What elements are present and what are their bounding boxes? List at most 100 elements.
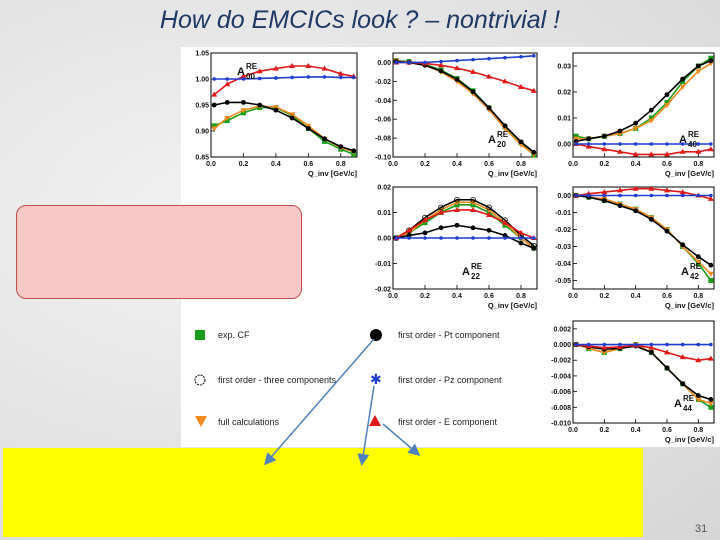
panel-a22: -0.02 -0.01 0.00 0.01 0.02 0.0 0.2 0.4 0.6 0.8 Q_i… — [363, 181, 543, 311]
data-point — [633, 193, 638, 198]
data-point — [709, 342, 713, 347]
data-point — [574, 193, 578, 198]
data-point — [649, 193, 654, 198]
data-point — [632, 126, 639, 132]
data-point — [240, 108, 247, 114]
data-point — [530, 87, 537, 93]
x-tick-label: 0.2 — [239, 161, 249, 168]
y-tick-label: 0.95 — [195, 103, 209, 110]
series-line — [576, 194, 712, 275]
y-tick-label: 0.02 — [557, 90, 571, 97]
data-point — [618, 142, 622, 146]
data-point — [224, 116, 231, 121]
legend-exp-cf: exp. CF — [218, 330, 250, 340]
data-point — [406, 233, 412, 238]
series-line — [214, 101, 354, 152]
red-triangle-icon — [369, 415, 381, 426]
series-line — [213, 65, 354, 96]
data-point — [601, 133, 607, 139]
data-point — [211, 123, 217, 129]
data-point — [585, 143, 592, 149]
series-line — [575, 343, 712, 401]
x-tick-label: 0.6 — [303, 161, 313, 168]
y-tick-label: -0.01 — [555, 210, 571, 217]
data-point — [709, 142, 713, 146]
x-tick-label: 0.8 — [693, 427, 703, 434]
data-point — [486, 105, 492, 111]
data-point — [471, 236, 475, 240]
data-point — [708, 262, 714, 268]
data-point — [664, 228, 670, 234]
data-point — [272, 65, 279, 71]
data-point — [633, 142, 638, 146]
y-tick-label: -0.008 — [551, 405, 571, 412]
data-point — [256, 68, 263, 74]
data-point — [394, 60, 398, 65]
x-tick-label: 0.8 — [336, 161, 346, 168]
data-point — [289, 112, 296, 118]
data-point — [470, 196, 476, 203]
data-point — [695, 254, 701, 260]
data-point — [696, 142, 701, 146]
data-point — [648, 344, 655, 350]
y-tick-label: 0.02 — [377, 185, 391, 192]
data-point — [438, 68, 444, 74]
panel-label-sup: RE — [688, 130, 700, 139]
y-tick-label: 0.000 — [553, 342, 571, 349]
panel-label: A — [681, 266, 689, 278]
data-point — [241, 77, 246, 81]
data-point — [224, 81, 231, 87]
data-point — [486, 227, 492, 233]
x-tick-label: 0.2 — [420, 293, 430, 300]
data-point — [708, 58, 714, 64]
panel-label: A — [462, 266, 470, 278]
data-point — [502, 219, 508, 225]
data-point — [648, 107, 654, 113]
data-point — [633, 208, 639, 214]
data-point — [454, 77, 460, 82]
data-point — [664, 103, 670, 108]
data-point — [707, 355, 714, 361]
x-tick-label: 0.6 — [662, 161, 672, 168]
data-point — [708, 404, 714, 410]
y-tick-label: -0.006 — [551, 389, 571, 396]
data-point — [601, 350, 608, 356]
data-point — [696, 193, 701, 198]
y-tick-label: -0.02 — [555, 227, 571, 234]
green-square-icon — [195, 330, 205, 340]
data-point — [601, 189, 608, 195]
data-point — [305, 63, 312, 68]
series-line — [576, 187, 712, 200]
x-tick-label: 0.4 — [452, 293, 462, 300]
x-tick-label: 0.4 — [631, 293, 641, 300]
data-point — [240, 73, 247, 79]
y-tick-label: -0.04 — [555, 261, 571, 268]
panel-label-sup: RE — [471, 262, 483, 271]
panel-label-sub: 42 — [690, 272, 699, 281]
data-point — [695, 69, 702, 75]
data-point — [696, 342, 701, 347]
data-point — [423, 236, 427, 240]
data-point — [617, 203, 623, 209]
panel-a40: 0.00 0.01 0.02 0.03 0.0 0.2 0.4 0.6 0.8 Q_inv [Ge… — [543, 47, 720, 179]
x-tick-label: 0.2 — [599, 427, 609, 434]
data-point — [648, 151, 655, 157]
data-point — [290, 75, 294, 80]
data-point — [455, 236, 459, 240]
yellow-callout-box — [3, 448, 643, 537]
series-line — [395, 204, 535, 249]
legend-three: first order - three components — [218, 375, 337, 385]
series-line — [396, 60, 535, 153]
data-point — [502, 78, 508, 84]
emcic-figure: 0.85 0.90 0.95 1.00 1.05 0.0 0.2 0.4 0.6 0.8 Q_inv… — [181, 47, 720, 447]
data-point — [486, 212, 492, 218]
data-point — [422, 230, 428, 236]
data-point — [438, 62, 444, 68]
data-point — [439, 59, 443, 64]
data-point — [602, 142, 607, 146]
data-point — [708, 397, 714, 402]
data-point — [633, 120, 639, 126]
data-point — [394, 236, 398, 240]
series-line — [214, 76, 354, 80]
open-circle-icon — [194, 374, 206, 386]
